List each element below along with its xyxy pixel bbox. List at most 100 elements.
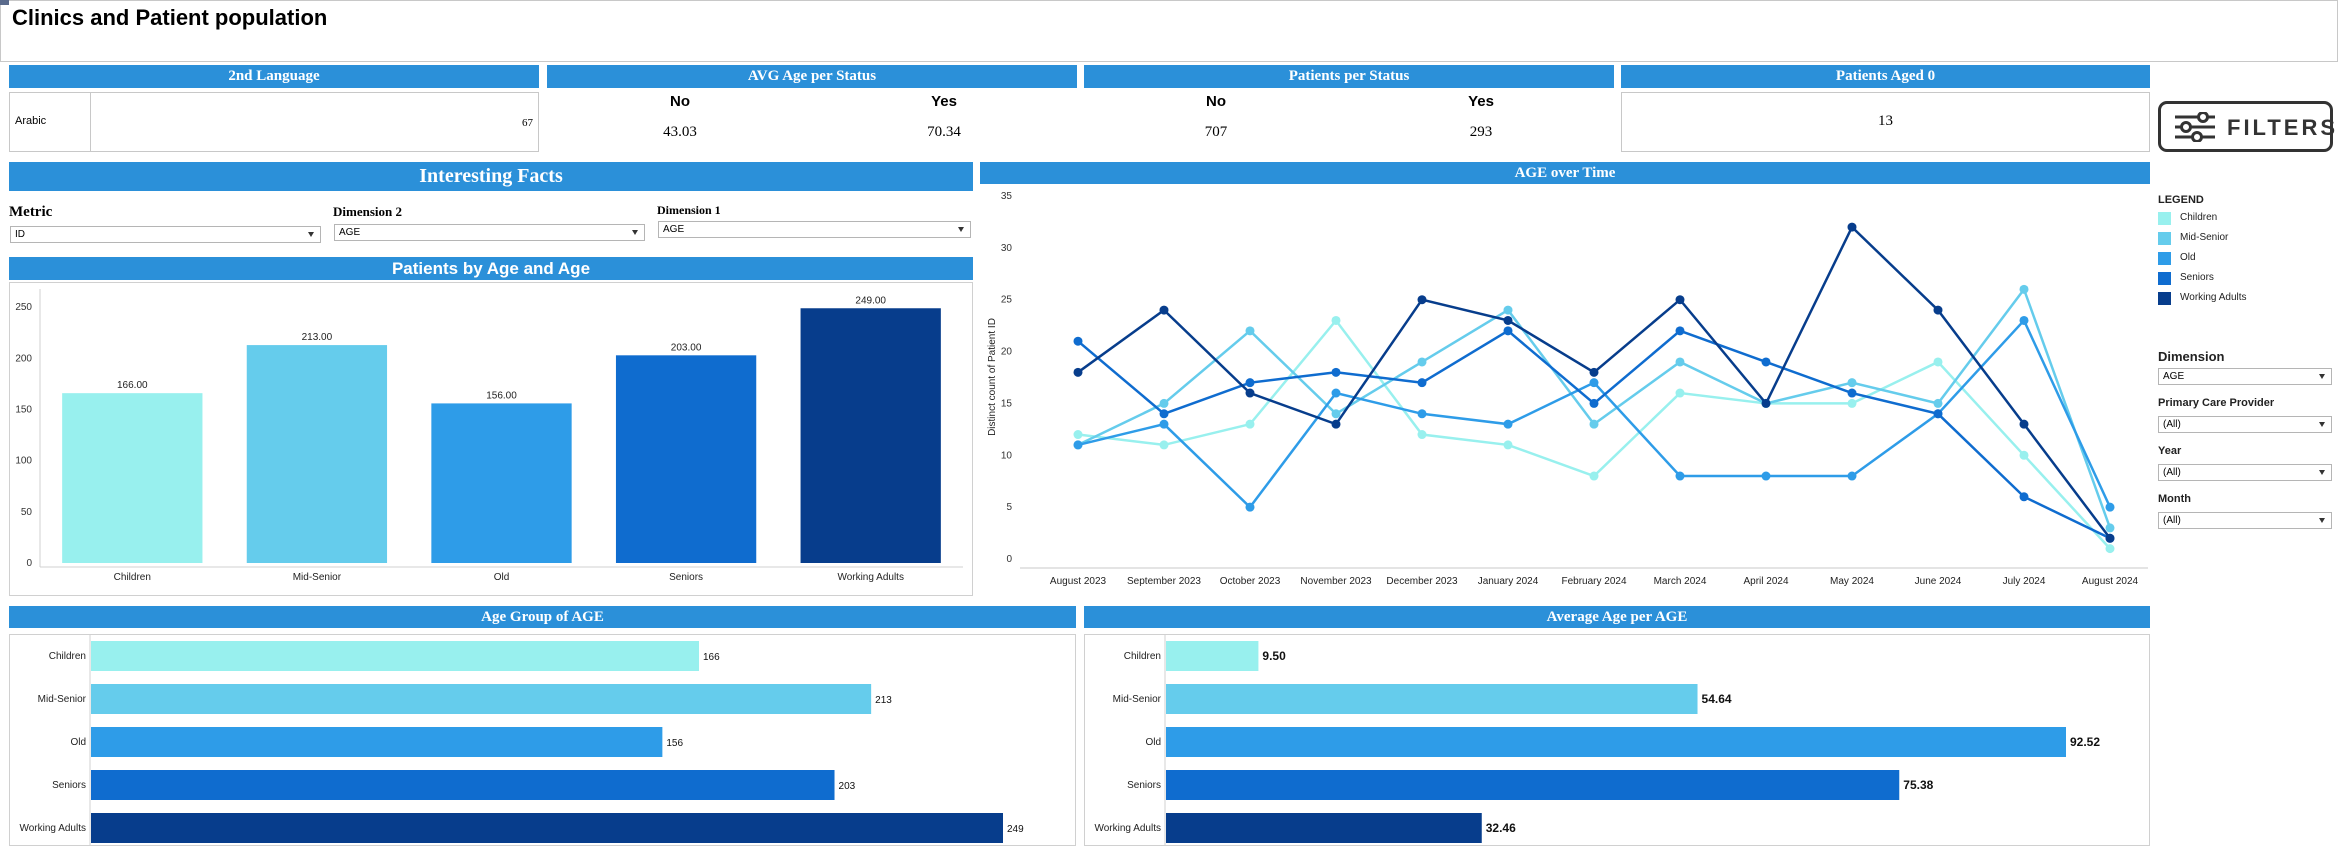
y-tick-label: 50 — [21, 507, 33, 518]
provider-filter-value: (All) — [2163, 419, 2181, 430]
point-seniors — [1503, 326, 1513, 336]
x-tick-label: Old — [494, 572, 510, 583]
point-old — [2019, 315, 2029, 325]
y-tick-label: 10 — [1001, 450, 1013, 461]
y-tick-label: 250 — [15, 302, 32, 313]
y-tick-label: 0 — [1006, 554, 1012, 565]
month-filter-select[interactable]: (All) — [2158, 512, 2332, 529]
y-tick-label: 150 — [15, 405, 32, 416]
dimension2-label: Dimension 2 — [333, 204, 402, 219]
patients-status-no-label: No — [1206, 93, 1226, 110]
dimension-filter-value: AGE — [2163, 371, 2185, 382]
year-filter-value: (All) — [2163, 467, 2181, 478]
point-children — [1847, 398, 1857, 408]
point-seniors — [1589, 398, 1599, 408]
line-series-children — [1077, 318, 2111, 550]
dimension2-select[interactable]: AGE — [334, 224, 645, 241]
point-children — [1417, 430, 1427, 440]
point-children — [1245, 419, 1255, 429]
corner-marker — [0, 0, 9, 5]
point-children — [1933, 357, 1943, 367]
legend-label: Old — [2180, 252, 2196, 263]
category-label: Old — [1145, 737, 1161, 748]
filters-button[interactable]: FILTERS — [2158, 101, 2335, 152]
line-chart: 0 5 10 15 20 25 30 35 Distinct count of Patient … — [987, 191, 2148, 587]
point-old — [1589, 378, 1599, 388]
hbar-mid-senior — [91, 684, 872, 714]
x-tick-label: Seniors — [669, 572, 703, 583]
avg-age-status-header: AVG Age per Status — [547, 65, 1077, 88]
avg-age-yes-label: Yes — [931, 93, 957, 110]
y-tick-label: 5 — [1006, 502, 1012, 513]
metric-select[interactable]: ID — [10, 226, 321, 243]
point-children — [2019, 450, 2029, 460]
avg-age-no-value: 43.03 — [663, 124, 697, 140]
point-mid-senior — [1847, 378, 1857, 388]
legend-swatch — [2158, 292, 2171, 305]
y-tick-label: 200 — [15, 353, 32, 364]
point-seniors — [1159, 409, 1169, 419]
dimension1-select[interactable]: AGE — [658, 221, 971, 238]
dimension1-select-value: AGE — [663, 224, 685, 235]
chevron-down-icon — [2319, 374, 2325, 379]
avg-age-no-label: No — [670, 93, 690, 110]
category-label: Mid-Senior — [1113, 694, 1162, 705]
point-seniors — [1331, 367, 1341, 377]
point-old — [1675, 471, 1685, 481]
y-tick-label: 100 — [15, 456, 32, 467]
point-working-adults — [1331, 419, 1341, 429]
aged-zero-card: 13 — [1621, 92, 2150, 152]
month-filter-value: (All) — [2163, 515, 2181, 526]
hbar-value-label: 203 — [839, 781, 856, 792]
x-tick-label: March 2024 — [1654, 576, 1707, 587]
point-old — [1073, 440, 1083, 450]
hbar-children — [1166, 641, 1259, 671]
point-working-adults — [1073, 367, 1083, 377]
sliders-icon — [2175, 112, 2215, 142]
point-mid-senior — [1331, 409, 1341, 419]
dimension-filter-select[interactable]: AGE — [2158, 368, 2332, 385]
point-children — [1159, 440, 1169, 450]
bar-seniors — [615, 355, 757, 563]
bar-value-label: 166.00 — [117, 380, 148, 391]
category-label: Seniors — [52, 780, 86, 791]
hbar-avg-panel: Children 9.50 Mid-Senior 54.64 Old 92.52 Senio… — [1084, 634, 2150, 846]
point-mid-senior — [2105, 523, 2115, 533]
point-working-adults — [1933, 305, 1943, 315]
bar-children — [62, 393, 203, 563]
point-mid-senior — [1245, 326, 1255, 336]
hbar-value-label: 166 — [703, 652, 720, 663]
filters-label: FILTERS — [2227, 115, 2339, 140]
point-old — [1159, 419, 1169, 429]
x-tick-label: Children — [114, 572, 151, 583]
point-working-adults — [1417, 295, 1427, 305]
legend-title: LEGEND — [2158, 194, 2204, 206]
point-mid-senior — [1675, 357, 1685, 367]
aged-zero-value: 13 — [1878, 113, 1893, 129]
x-tick-label: July 2024 — [2003, 576, 2046, 587]
interesting-facts-header: Interesting Facts — [9, 162, 973, 191]
point-children — [1073, 430, 1083, 440]
line-chart-header: AGE over Time — [980, 162, 2150, 184]
point-mid-senior — [1933, 398, 1943, 408]
provider-filter-select[interactable]: (All) — [2158, 416, 2332, 433]
hbar-mid-senior — [1166, 684, 1698, 714]
point-mid-senior — [1417, 357, 1427, 367]
category-label: Working Adults — [1094, 823, 1161, 834]
hbar-seniors — [1166, 770, 1900, 800]
point-children — [2105, 544, 2115, 554]
x-tick-label: February 2024 — [1561, 576, 1626, 587]
x-tick-label: Working Adults — [837, 572, 904, 583]
point-seniors — [1933, 409, 1943, 419]
hbar-count-chart: Children 166 Mid-Senior 213 Old 156 Seniors 203… — [19, 635, 1024, 845]
x-tick-label: January 2024 — [1478, 576, 1539, 587]
provider-filter-label: Primary Care Provider — [2158, 397, 2275, 409]
bar-value-label: 203.00 — [671, 342, 702, 353]
hbar-value-label: 92.52 — [2070, 735, 2100, 749]
hbar-count-panel: Children 166 Mid-Senior 213 Old 156 Seniors 203… — [9, 634, 1076, 846]
chevron-down-icon — [308, 232, 314, 237]
point-old — [1761, 471, 1771, 481]
year-filter-select[interactable]: (All) — [2158, 464, 2332, 481]
legend-label: Children — [2180, 212, 2218, 223]
point-old — [1245, 502, 1255, 512]
